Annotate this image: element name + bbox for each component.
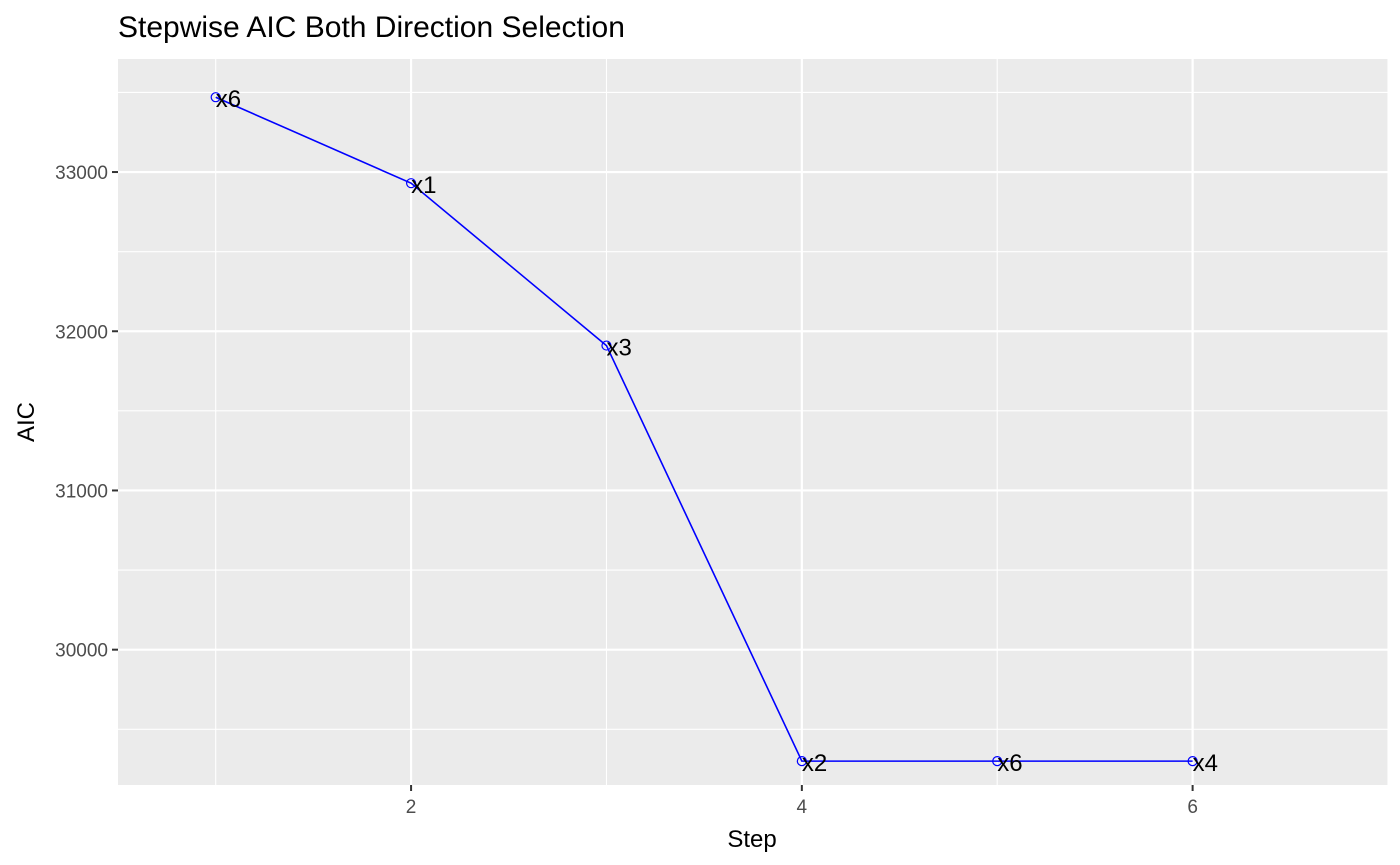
data-point <box>992 756 1003 767</box>
data-point <box>210 92 221 103</box>
point-label: x4 <box>1193 750 1218 777</box>
grid-major <box>118 59 1388 785</box>
data-point <box>601 340 612 351</box>
point-label: x1 <box>411 172 436 199</box>
data-point <box>796 756 807 767</box>
data-point <box>1187 756 1198 767</box>
y-tick-label: 31000 <box>55 481 108 502</box>
y-tick-label: 30000 <box>55 641 108 662</box>
x-axis-title: Step <box>727 826 776 853</box>
series-layer <box>210 92 1198 767</box>
y-tick-label: 32000 <box>55 322 108 343</box>
point-label: x6 <box>216 86 241 113</box>
chart-title: Stepwise AIC Both Direction Selection <box>118 11 625 44</box>
point-label: x2 <box>802 750 827 777</box>
point-labels-layer: x6 x1 x3 x2 x6 x4 <box>216 86 1218 777</box>
grid-minor <box>118 59 1389 785</box>
x-axis-ticks: 2 4 6 <box>406 785 1198 818</box>
plot-panel <box>118 59 1388 785</box>
series-line <box>215 96 1193 762</box>
y-axis-ticks: 30000 31000 32000 33000 <box>55 163 118 662</box>
data-point <box>405 178 417 189</box>
y-tick-label: 33000 <box>55 163 108 184</box>
x-tick-label: 6 <box>1187 797 1198 818</box>
x-tick-label: 4 <box>797 797 808 818</box>
point-label: x6 <box>997 750 1022 777</box>
x-tick-label: 2 <box>406 797 417 818</box>
point-label: x3 <box>606 335 631 362</box>
y-axis-title: AIC <box>13 402 40 442</box>
